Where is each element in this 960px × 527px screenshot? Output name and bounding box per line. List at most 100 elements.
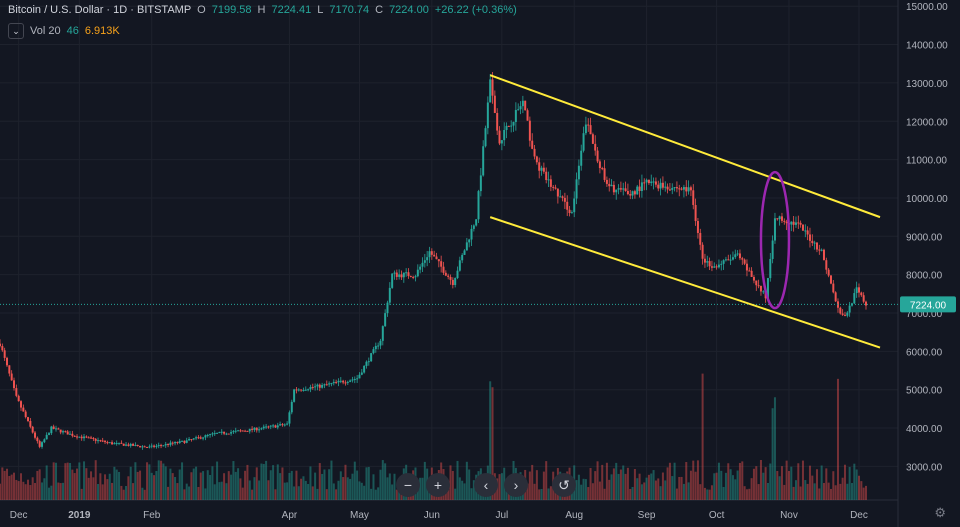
volume-bar [64, 463, 67, 500]
candle-body [589, 125, 592, 135]
candle-body [204, 435, 207, 438]
candle-body [398, 274, 401, 277]
volume-bar [696, 460, 699, 500]
volume-bar [619, 469, 622, 500]
candle-body [591, 134, 594, 144]
candle-body [267, 426, 270, 428]
volume-bar [209, 474, 212, 500]
volume-bar [108, 473, 111, 500]
volume-bar [666, 467, 669, 500]
volume-bar [3, 470, 6, 500]
volume-bar [183, 489, 186, 500]
volume-bar [472, 480, 475, 500]
gear-icon[interactable]: ⚙ [934, 505, 946, 520]
candle-body [50, 426, 53, 434]
candle-body [773, 218, 776, 241]
volume-bar [762, 472, 765, 500]
volume-bar [787, 470, 790, 500]
volume-bar [864, 485, 867, 500]
volume-bar [281, 467, 284, 500]
minus-icon[interactable]: − [396, 473, 420, 497]
candle-body [456, 270, 459, 279]
volume-bar [815, 469, 818, 500]
candle-body [300, 389, 303, 391]
volume-bar [769, 463, 772, 500]
volume-bar [129, 466, 132, 500]
volume-bar [640, 484, 643, 500]
volume-bar [423, 461, 426, 500]
volume-bar [848, 466, 851, 500]
candle-body [307, 389, 310, 391]
candle-body [153, 445, 156, 447]
candle-body [202, 437, 205, 439]
chevron-left-icon[interactable]: ‹ [474, 473, 498, 497]
candle-body [549, 179, 552, 187]
chevron-right-icon[interactable]: › [504, 473, 528, 497]
candle-body [857, 287, 860, 293]
plus-icon[interactable]: + [426, 473, 450, 497]
volume-bar [286, 482, 289, 500]
candle-body [127, 444, 130, 446]
candle-body [647, 179, 650, 184]
candle-body [227, 433, 230, 435]
chevron-down-icon[interactable]: ⌄ [8, 23, 24, 39]
volume-bar [379, 469, 382, 500]
reset-icon[interactable]: ↺ [552, 473, 576, 497]
candle-body [358, 374, 361, 379]
volume-bar [155, 471, 158, 500]
candle-body [400, 274, 403, 278]
candle-body [640, 182, 643, 192]
candle-body [517, 109, 520, 111]
volume-bar [680, 476, 683, 500]
volume-bar [533, 483, 536, 500]
candle-body [801, 224, 804, 231]
volume-bar [323, 469, 326, 500]
candle-body [363, 365, 366, 373]
volume-bar [111, 482, 114, 500]
candle-body [255, 427, 258, 431]
candle-body [237, 430, 240, 432]
candle-body [734, 254, 737, 258]
volume-bar [174, 476, 177, 500]
candle-body [178, 441, 181, 443]
volume-bar [736, 470, 739, 500]
candle-body [542, 167, 545, 172]
candle-body [34, 432, 37, 438]
candle-body [155, 445, 158, 447]
candle-body [206, 435, 209, 437]
volume-bar [671, 476, 674, 500]
volume-bar [372, 474, 375, 500]
volume-bar [470, 488, 473, 500]
candle-body [279, 424, 282, 426]
candle-body [421, 262, 424, 267]
close-value: 7224.00 [389, 4, 429, 16]
volume-bar [307, 484, 310, 500]
volume-bar [6, 468, 9, 500]
volume-bar [689, 470, 692, 500]
candle-body [657, 184, 660, 189]
candle-body [94, 438, 97, 441]
volume-bar [346, 477, 349, 500]
volume-bar [598, 481, 601, 500]
candle-body [402, 272, 405, 278]
candle-body [3, 350, 6, 358]
candle-body [463, 250, 466, 255]
candle-body [225, 433, 228, 435]
volume-bar [24, 484, 27, 500]
volume-bar [279, 473, 282, 500]
volume-bar [853, 463, 856, 500]
candle-body [633, 191, 636, 195]
open-label: O [197, 4, 206, 16]
candle-body [141, 446, 144, 448]
candle-body [668, 189, 671, 191]
candle-body [395, 272, 398, 277]
candle-body [584, 124, 587, 134]
volume-bar [839, 483, 842, 500]
candle-body [570, 212, 573, 214]
candle-body [150, 445, 153, 447]
volume-bar [113, 466, 116, 500]
candle-body [757, 285, 760, 287]
volume-bar [580, 484, 583, 500]
